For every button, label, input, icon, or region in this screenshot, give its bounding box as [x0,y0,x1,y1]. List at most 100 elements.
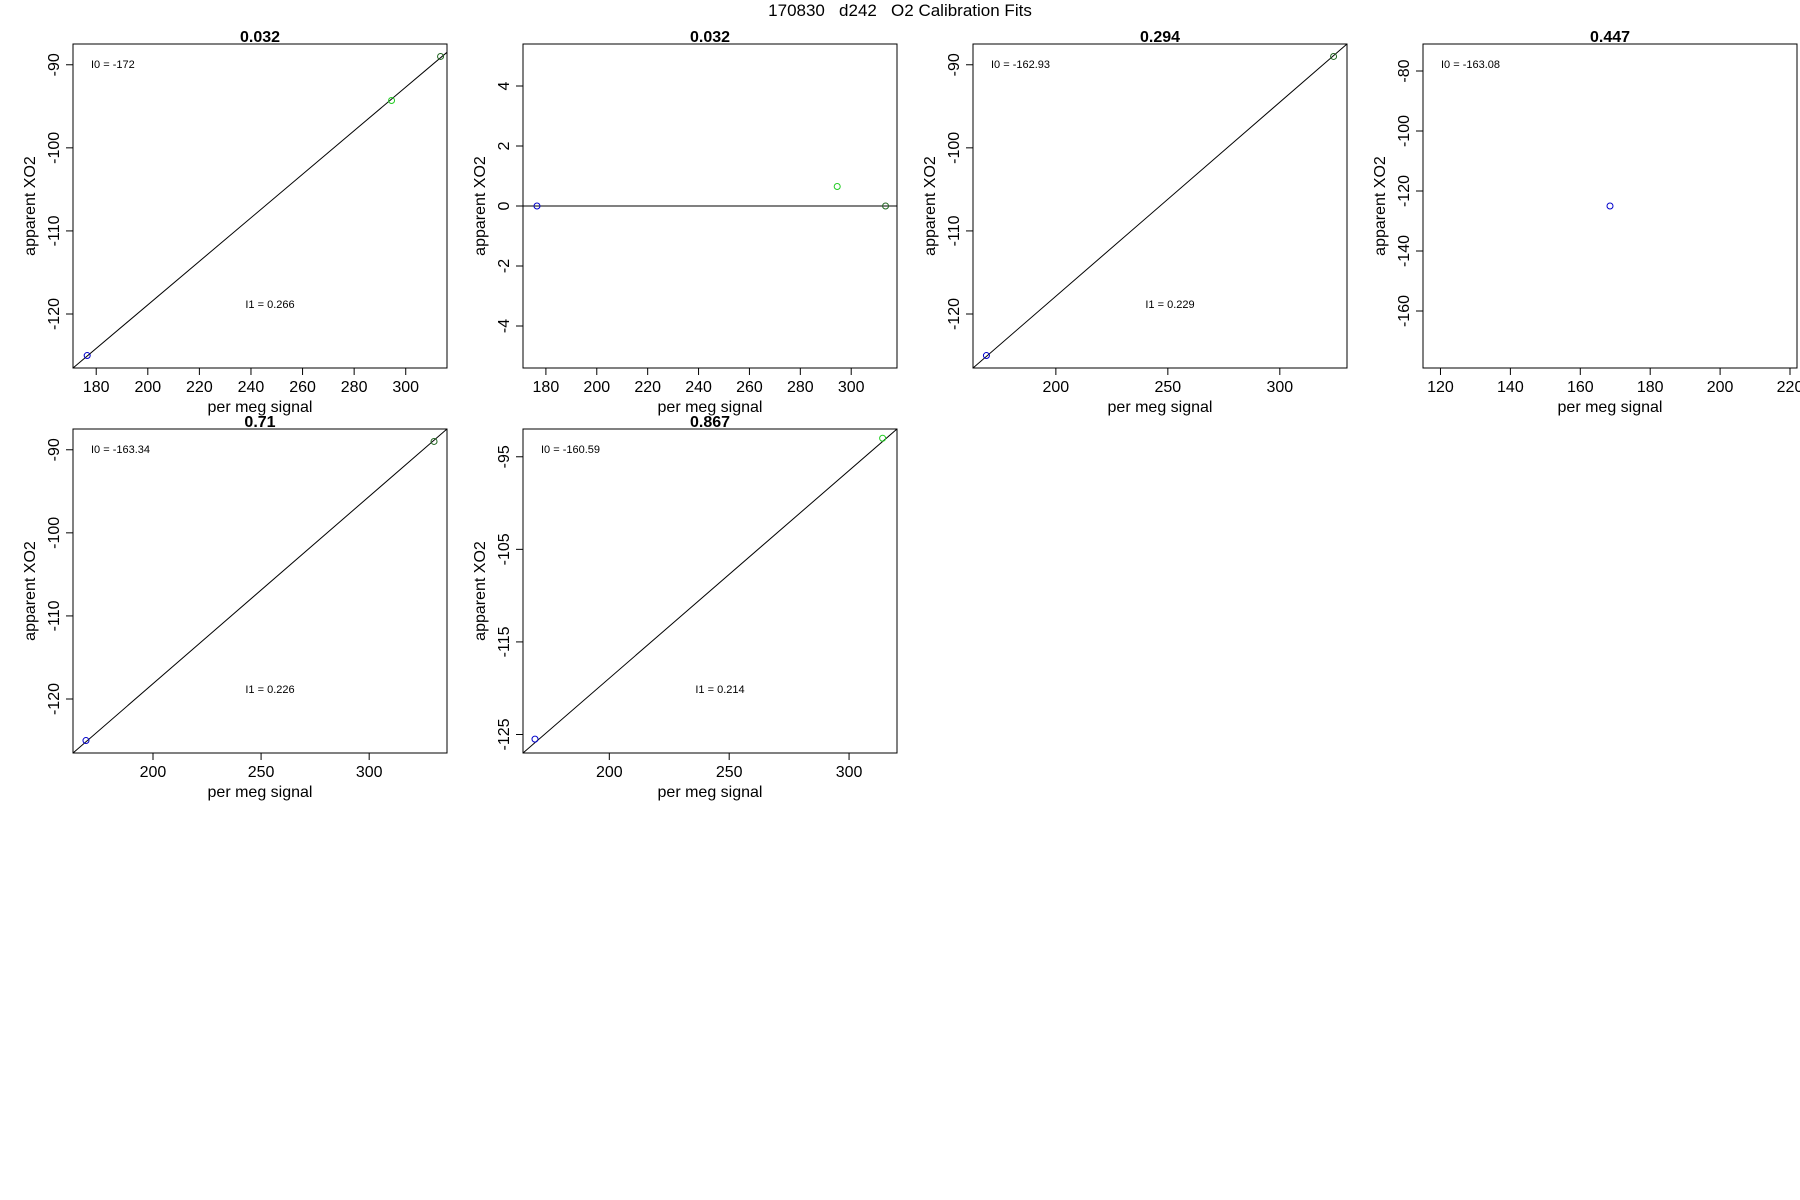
fit-line [73,429,447,753]
x-tick-label: 240 [238,379,265,396]
intercept-annotation: I0 = -163.34 [91,444,150,456]
data-point [833,183,841,190]
figure-title: 170830 d242 O2 Calibration Fits [768,1,1032,20]
y-tick-label: -140 [1396,235,1413,267]
y-axis-label: apparent XO2 [922,156,939,256]
y-tick-label: -110 [946,215,963,246]
x-tick-label: 200 [140,764,167,781]
slope-annotation: I1 = 0.226 [245,684,294,696]
x-tick-label: 250 [716,764,743,781]
calibration-panel-6: 0.867 200 250 300 -125 -115 -105 -95 per meg sig… [472,414,898,801]
plot-frame [1422,43,1798,369]
x-tick-label: 140 [1497,379,1524,396]
y-tick-label: -80 [1396,59,1413,82]
y-axis-label: apparent XO2 [472,541,489,641]
panel-title: 0.032 [690,29,730,46]
x-tick-label: 250 [248,764,275,781]
y-tick-label: -110 [46,600,63,631]
fit-line [523,429,897,753]
y-tick-label: -110 [46,215,63,246]
panel-title: 0.032 [240,29,280,46]
x-tick-label: 220 [186,379,213,396]
calibration-panel-1: 0.032 180 200 220 240 260 280 300 -120 -110 -100 -9… [22,29,448,416]
y-tick-label: -4 [496,319,513,333]
plot-frame [972,43,1348,369]
y-tick-label: -100 [946,132,963,164]
y-axis-label: apparent XO2 [22,541,39,641]
data-point [882,202,890,210]
x-tick-label: 250 [1154,379,1181,396]
y-tick-label: 2 [496,141,513,150]
x-tick-label: 200 [596,764,623,781]
slope-annotation: I1 = 0.214 [695,684,744,696]
y-tick-label: -120 [1396,175,1413,207]
x-axis-label: per meg signal [658,399,763,416]
slope-annotation: I1 = 0.266 [245,299,294,311]
data-point [83,352,91,360]
calibration-panel-2: 0.032 180 200 220 240 260 280 300 -4 -2 0 2 4 per meg… [472,29,898,416]
data-point [82,737,90,745]
x-tick-label: 160 [1567,379,1594,396]
data-point [531,735,539,743]
y-tick-label: -90 [46,438,63,461]
x-tick-label: 220 [1777,379,1800,396]
x-tick-label: 280 [341,379,368,396]
fit-line [73,51,447,368]
x-tick-label: 180 [1637,379,1664,396]
x-axis-label: per meg signal [658,784,763,801]
panel-title: 0.447 [1590,29,1630,46]
y-tick-label: -120 [46,298,63,330]
y-tick-label: 0 [496,201,513,210]
intercept-annotation: I0 = -172 [91,59,135,71]
x-tick-label: 300 [356,764,383,781]
panel-title: 0.71 [244,414,275,431]
x-tick-label: 200 [1043,379,1070,396]
y-tick-label: -90 [46,53,63,76]
panel-title: 0.867 [690,414,730,431]
plot-frame [522,428,898,754]
y-tick-label: -105 [496,533,513,565]
data-point [388,96,396,104]
intercept-annotation: I0 = -162.93 [991,59,1050,71]
y-tick-label: -2 [496,259,513,273]
data-point [1330,52,1338,60]
y-tick-label: -100 [1396,115,1413,147]
panel-title: 0.294 [1140,29,1180,46]
fit-line [973,44,1347,368]
calibration-panel-3: 0.294 200 250 300 -120 -110 -100 -90 per meg sig… [922,29,1348,416]
y-axis-label: apparent XO2 [22,156,39,256]
slope-annotation: I1 = 0.229 [1145,299,1194,311]
y-tick-label: -120 [946,298,963,330]
x-tick-label: 300 [392,379,419,396]
x-tick-label: 300 [1266,379,1293,396]
x-tick-label: 280 [787,379,814,396]
y-tick-label: -100 [46,517,63,549]
y-tick-label: -160 [1396,295,1413,327]
x-tick-label: 300 [838,379,865,396]
plot-frame [72,43,448,369]
x-axis-label: per meg signal [1108,399,1213,416]
calibration-panel-5: 0.71 200 250 300 -120 -110 -100 -90 per meg sign… [22,414,448,801]
x-tick-label: 180 [533,379,560,396]
x-tick-label: 240 [685,379,712,396]
data-point [879,434,887,442]
x-axis-label: per meg signal [208,399,313,416]
x-tick-label: 300 [836,764,863,781]
data-point [1606,202,1614,210]
x-axis-label: per meg signal [208,784,313,801]
x-tick-label: 180 [83,379,110,396]
intercept-annotation: I0 = -163.08 [1441,59,1500,71]
x-tick-label: 260 [289,379,316,396]
y-tick-label: -120 [46,683,63,715]
x-tick-label: 260 [736,379,763,396]
y-tick-label: -115 [496,626,513,657]
data-point [437,52,445,60]
y-tick-label: -95 [496,445,513,468]
y-tick-label: 4 [496,81,513,90]
y-tick-label: -100 [46,132,63,164]
y-tick-label: -90 [946,53,963,76]
intercept-annotation: I0 = -160.59 [541,444,600,456]
data-point [430,437,438,445]
y-axis-label: apparent XO2 [472,156,489,256]
x-axis-label: per meg signal [1558,399,1663,416]
